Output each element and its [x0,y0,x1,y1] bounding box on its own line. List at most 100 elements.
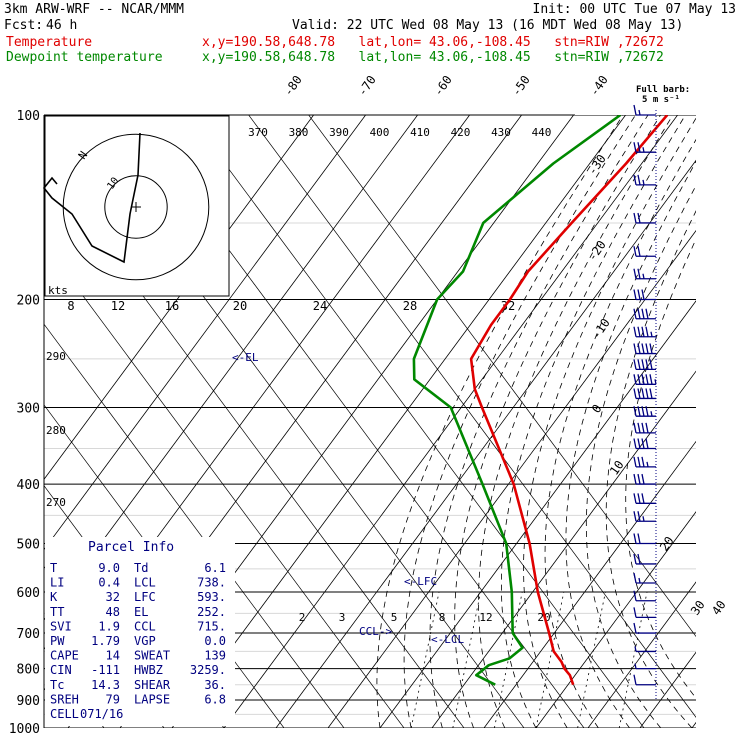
wind-barb [633,493,656,504]
moist-adiabat [376,115,624,728]
wind-barb [633,142,656,153]
theta-e-label: 440 [532,126,552,139]
wind-barb [633,456,656,468]
wind-barb [633,289,656,301]
mixing-ratio-line [618,591,648,728]
hodograph-speed-label: 8 [67,299,74,313]
isotherm-label: 10 [607,458,627,478]
parcel-info-key: LCL [134,576,156,590]
wind-barb [633,104,656,116]
moist-adiabat [523,117,696,728]
moist-adiabat [454,115,661,728]
wind-barb [633,212,656,224]
isotherm-label: -50 [509,73,533,99]
wind-barb [633,246,656,257]
isotherm [275,159,696,728]
isotherm-label: -80 [281,73,305,99]
dewpoint-trace [412,115,622,686]
moist-adiabat [565,160,696,728]
hodograph-ring [104,175,168,239]
isotherm-label: -10 [589,316,613,342]
parcel-info-background [45,537,235,726]
isotherm [535,511,696,728]
parcel-info-value: 79 [106,692,120,706]
wind-legend-scale: 5 m s⁻¹ [642,95,680,105]
isotherm [223,115,678,728]
moist-adiabat [429,115,649,728]
moist-adiabat [544,138,696,728]
theta-e-label: 380 [289,126,309,139]
hodograph-speed-label: 16 [165,299,179,313]
mixing-ratio-line [410,591,440,728]
wind-legend-title: Full barb: [636,85,691,95]
el-annotation: <-EL [232,351,259,364]
isotherm [587,581,696,728]
parcel-info-key: LFC [134,590,156,604]
parcel-info-key: SWEAT [134,649,170,663]
parcel-info-value: 1.9 [98,619,120,633]
isotherm [327,230,696,728]
theta-e-label: 420 [451,126,471,139]
mixing-ratio-label: 12 [479,611,492,624]
lcl-annotation: <-LCL [431,633,464,646]
parcel-info-key: VGP [134,634,156,648]
parcel-info-value: 14.3 [91,678,120,692]
wind-barb [633,553,656,565]
parcel-info-value: 3259. [190,663,226,677]
forecast-label: Fcst: [4,18,44,33]
parcel-info-panel: Parcel Info T 9.0 Td 6.1 LI 0.4 LCL 738. K 32 LFC 59… [45,537,235,726]
moist-adiabat [501,115,686,728]
wind-barb [633,268,656,280]
wind-barb [633,422,656,434]
parcel-info-key: T [50,561,57,575]
theta-e-label: 400 [370,126,390,139]
parcel-info-value: 6.1 [204,561,226,575]
parcel-info-value: 48 [106,605,120,619]
pressure-tick-label: 100 [17,109,40,124]
ccl-annotation: CCL-> [359,625,392,638]
wind-barb [633,326,656,338]
mixing-ratio-label: 2 [299,611,306,624]
wind-barb [634,663,656,670]
isotherm-label: 20 [657,534,677,554]
mixing-ratio-line [494,591,523,728]
hodograph-speed-label: 28 [403,299,417,313]
isotherm-label: 40 [709,598,729,618]
theta-e-side-label: 290 [46,350,66,363]
isotherm [44,115,418,621]
pressure-tick-label: 400 [17,478,40,493]
temperature-trace [469,115,669,686]
dry-adiabat [44,727,45,728]
parcel-info-key: EL [134,605,148,619]
moist-adiabat [605,210,696,728]
mixing-ratio-line [577,591,606,728]
parcel-info-value: -111 [91,663,120,677]
wind-barb [633,572,656,584]
forecast-hours: 46 h [46,18,78,33]
parcel-info-value: 0.0 [204,634,226,648]
mixing-ratio-line [535,591,565,728]
wind-barb [634,646,656,653]
parcel-info-key: TT [50,605,64,619]
parcel-info-key: K [50,590,58,604]
moist-adiabat [477,115,674,728]
parcel-info-value: 0.4 [98,576,120,590]
isotherm-label: -40 [587,73,611,99]
parcel-info-value: 715. [197,619,226,633]
hodograph-speed-label: 24 [313,299,327,313]
parcel-info-title: Parcel Info [88,540,174,555]
wind-barb [633,343,656,355]
parcel-info-value: 9.0 [98,561,120,575]
isotherm [431,370,696,728]
dewpoint-location: x,y=190.58,648.78 lat,lon= 43.06,-108.45… [202,50,664,65]
isotherm [44,115,314,481]
theta-e-label: 430 [491,126,511,139]
parcel-info-key: CELL [50,707,79,721]
wind-barb [633,359,656,371]
parcel-info-key: PW [50,634,65,648]
theta-e-label: 370 [248,126,268,139]
parcel-info-key: Tc [50,678,64,692]
isotherm [379,300,696,728]
pressure-tick-label: 600 [17,586,40,601]
